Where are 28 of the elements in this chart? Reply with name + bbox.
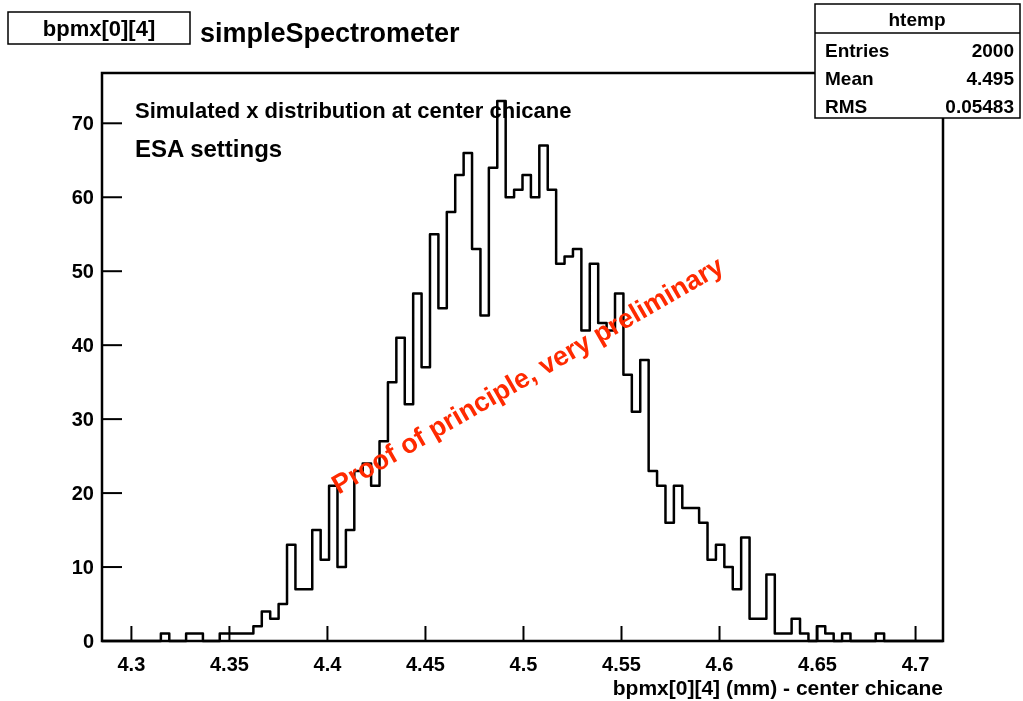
y-tick-label: 50 [71, 260, 94, 283]
annotation: RMS [825, 96, 868, 117]
x-tick-label: 4.5 [509, 653, 538, 675]
x-tick-label: 4.4 [313, 653, 343, 675]
annotation: ESA settings [135, 135, 283, 162]
x-tick-label: 4.35 [209, 653, 249, 675]
text: 0.05483 [945, 96, 1014, 117]
y-tick-label: 20 [71, 482, 94, 505]
y-tick-label: 0 [82, 630, 94, 652]
text: 2000 [971, 40, 1014, 61]
y-tick-label: 40 [71, 334, 94, 357]
annotation: Mean [825, 68, 874, 89]
text: Entries [825, 40, 890, 61]
x-tick-label: 4.3 [117, 653, 146, 675]
x-tick-label: 4.45 [405, 653, 445, 675]
y-tick-label: 10 [71, 556, 94, 579]
y-tick-label: 70 [71, 112, 94, 135]
y-tick-label: 60 [71, 186, 94, 209]
chart-subtitle: simpleSpectrometer [200, 18, 461, 48]
x-tick-label: 4.7 [901, 653, 930, 675]
text: htemp [888, 9, 946, 30]
y-tick-label: 30 [71, 408, 94, 431]
x-tick-label: 4.65 [798, 653, 837, 675]
text: 4.495 [966, 68, 1015, 89]
chart-title: bpmx[0][4] [42, 16, 156, 41]
x-tick-label: 4.55 [602, 653, 641, 675]
x-axis-title: bpmx[0][4] (mm) - center chicane [612, 676, 943, 699]
x-tick-label: 4.6 [705, 653, 734, 675]
